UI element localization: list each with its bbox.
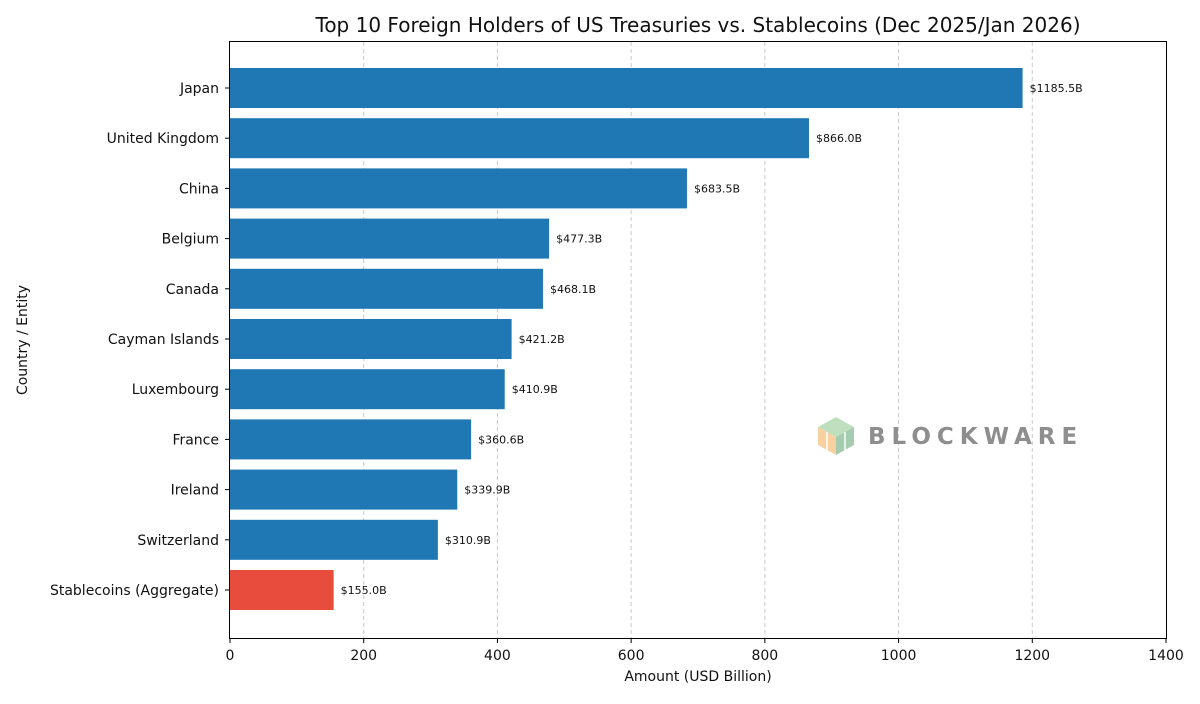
data-label: $410.9B bbox=[512, 383, 558, 396]
bar bbox=[230, 519, 438, 560]
watermark: BLOCKWARE bbox=[818, 417, 1083, 455]
bar bbox=[230, 469, 458, 510]
x-tick-label: 400 bbox=[484, 648, 511, 664]
y-tick-label: France bbox=[172, 432, 219, 448]
bar bbox=[230, 570, 334, 610]
bar bbox=[230, 268, 543, 309]
x-tick-label: 800 bbox=[751, 648, 778, 664]
y-tick-label: Switzerland bbox=[137, 533, 219, 549]
watermark-text: BLOCKWARE bbox=[868, 424, 1083, 450]
y-tick-label: Luxembourg bbox=[132, 382, 219, 398]
x-axis-title: Amount (USD Billion) bbox=[624, 669, 771, 685]
bar bbox=[230, 168, 687, 209]
data-label: $468.1B bbox=[550, 283, 596, 296]
y-axis: Japan United Kingdom China Belgium Canada Cay… bbox=[50, 81, 230, 599]
data-labels-layer: $1185.5B $866.0B $683.5B $477.3B $468.1B $421… bbox=[341, 82, 1083, 597]
bar bbox=[230, 118, 809, 159]
x-tick-label: 1200 bbox=[1014, 648, 1050, 664]
bar bbox=[230, 419, 472, 460]
x-axis: 0 200 400 600 800 1000 1200 1400 bbox=[226, 638, 1184, 664]
data-label: $683.5B bbox=[694, 182, 740, 195]
x-tick-label: 1400 bbox=[1148, 648, 1184, 664]
bar bbox=[230, 319, 512, 359]
x-tick-label: 0 bbox=[226, 648, 235, 664]
y-tick-label: Canada bbox=[166, 282, 219, 298]
bars-layer bbox=[230, 68, 1023, 610]
y-axis-title: Country / Entity bbox=[15, 285, 31, 395]
y-tick-label: China bbox=[179, 181, 219, 197]
data-label: $1185.5B bbox=[1030, 82, 1083, 95]
bar bbox=[230, 218, 550, 259]
y-tick-label: Stablecoins (Aggregate) bbox=[50, 583, 219, 599]
y-tick-label: Belgium bbox=[162, 232, 219, 248]
y-tick-label: United Kingdom bbox=[107, 131, 219, 147]
x-tick-label: 1000 bbox=[881, 648, 917, 664]
x-tick-label: 600 bbox=[618, 648, 645, 664]
data-label: $360.6B bbox=[478, 433, 524, 446]
data-label: $339.9B bbox=[464, 484, 510, 497]
plot-frame bbox=[229, 41, 1167, 639]
y-tick-label: Cayman Islands bbox=[108, 332, 219, 348]
data-label: $866.0B bbox=[816, 132, 862, 145]
data-label: $421.2B bbox=[519, 333, 565, 346]
chart-title: Top 10 Foreign Holders of US Treasuries … bbox=[315, 13, 1081, 37]
cube-logo-icon bbox=[818, 417, 854, 455]
bar bbox=[230, 369, 505, 410]
bar bbox=[230, 68, 1023, 108]
data-label: $310.9B bbox=[445, 534, 491, 547]
data-label: $477.3B bbox=[556, 233, 602, 246]
y-tick-label: Japan bbox=[179, 81, 219, 97]
y-tick-label: Ireland bbox=[171, 483, 219, 499]
data-label: $155.0B bbox=[341, 584, 387, 597]
x-tick-label: 200 bbox=[350, 648, 377, 664]
